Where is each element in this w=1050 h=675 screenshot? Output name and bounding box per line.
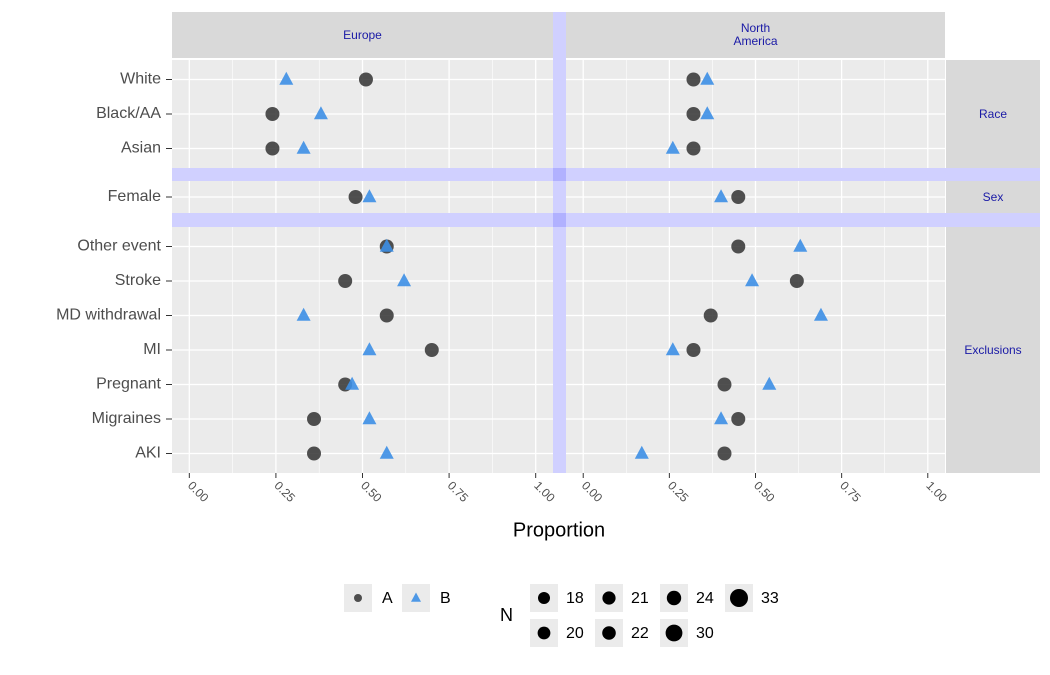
y-tick-label: White [120, 71, 161, 88]
highlight-band [553, 12, 566, 473]
legend-label: 20 [566, 625, 584, 642]
y-tick-label: Black/AA [96, 105, 161, 122]
triangle-marker [362, 342, 377, 356]
legend-label: 22 [631, 625, 649, 642]
legend-label: 21 [631, 590, 649, 607]
triangle-marker [793, 238, 808, 252]
triangle-marker [379, 445, 394, 459]
circle-marker [379, 308, 394, 323]
y-tick-label: Asian [121, 140, 161, 157]
row-strip: Sex [946, 181, 1040, 213]
triangle-marker [813, 307, 828, 321]
x-tick-label: 0.50 [751, 478, 778, 505]
row-strip: Exclusions [946, 227, 1040, 473]
triangle-marker [279, 71, 294, 85]
x-tick-label: 0.75 [445, 478, 472, 505]
x-tick-label: 0.50 [358, 478, 385, 505]
triangle-marker [745, 273, 760, 287]
y-tick-label: Female [108, 188, 161, 205]
legend-label: 24 [696, 590, 714, 607]
y-tick-label: Stroke [115, 272, 161, 289]
x-tick-label: 0.00 [185, 478, 212, 505]
y-tick-label: Other event [77, 238, 161, 255]
circle-marker [789, 274, 804, 288]
triangle-marker [665, 342, 680, 356]
circle-marker [703, 308, 718, 323]
circle-marker [717, 446, 732, 461]
y-tick-label: Migraines [92, 410, 161, 427]
circle-marker [354, 594, 362, 602]
circle-marker [686, 141, 701, 156]
triangle-marker [634, 445, 649, 459]
size-key [602, 626, 616, 640]
triangle-marker [362, 189, 377, 203]
circle-marker [307, 412, 322, 426]
x-tick-label: 0.75 [837, 478, 864, 505]
column-strip: Europe [172, 12, 553, 58]
legend-label: B [440, 590, 451, 607]
column-strip: North America [566, 12, 945, 58]
x-tick-label: 1.00 [923, 478, 950, 505]
triangle-marker [379, 238, 394, 252]
circle-marker [686, 72, 701, 87]
triangle-marker [714, 189, 729, 203]
triangle-marker [411, 592, 421, 602]
circle-marker [424, 343, 439, 357]
triangle-marker [700, 106, 715, 120]
circle-marker [731, 239, 746, 254]
row-strip: Race [946, 60, 1040, 168]
legend-label: A [382, 590, 393, 607]
y-tick-label: Pregnant [96, 376, 161, 393]
triangle-marker [665, 140, 680, 154]
triangle-marker [296, 307, 311, 321]
x-tick-label: 1.00 [531, 478, 558, 505]
size-key [602, 591, 616, 605]
y-tick-label: MD withdrawal [56, 307, 161, 324]
x-axis-label: Proportion [513, 519, 605, 541]
triangle-marker [714, 411, 729, 425]
circle-marker [358, 72, 373, 87]
size-key [537, 626, 551, 640]
size-key [665, 624, 683, 642]
triangle-marker [397, 273, 412, 287]
highlight-band [172, 213, 1040, 227]
x-tick-label: 0.00 [579, 478, 606, 505]
x-tick-label: 0.25 [272, 478, 299, 505]
legend-label: 30 [696, 625, 714, 642]
triangle-marker [362, 411, 377, 425]
circle-marker [307, 446, 322, 461]
legend-label: 33 [761, 590, 779, 607]
triangle-marker [313, 106, 328, 120]
triangle-marker [700, 71, 715, 85]
circle-marker [731, 190, 746, 204]
y-tick-label: MI [143, 341, 161, 358]
legend-label: 18 [566, 590, 584, 607]
triangle-marker [345, 376, 360, 390]
triangle-marker [762, 376, 777, 390]
circle-marker [686, 107, 701, 121]
y-tick-label: AKI [135, 445, 161, 462]
circle-marker [265, 107, 280, 121]
highlight-band [172, 168, 1040, 181]
circle-marker [348, 190, 363, 204]
circle-marker [265, 141, 280, 156]
circle-marker [338, 274, 353, 288]
size-key [666, 590, 682, 606]
circle-marker [731, 412, 746, 426]
size-key [538, 592, 550, 604]
circle-marker [686, 343, 701, 357]
x-tick-label: 0.25 [665, 478, 692, 505]
circle-marker [717, 377, 732, 392]
size-key [730, 589, 748, 607]
triangle-marker [296, 140, 311, 154]
legend-title: N [500, 605, 513, 625]
